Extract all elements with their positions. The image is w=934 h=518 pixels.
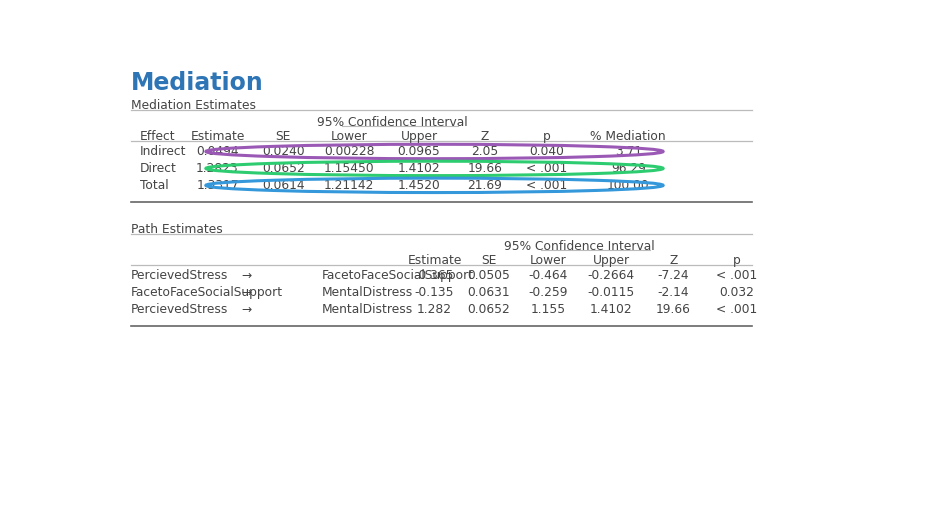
Text: Upper: Upper — [593, 254, 630, 267]
Text: FacetoFaceSocialSupport: FacetoFaceSocialSupport — [322, 269, 474, 282]
Text: -7.24: -7.24 — [658, 269, 689, 282]
Text: PercievedStress: PercievedStress — [131, 269, 228, 282]
Text: Indirect: Indirect — [140, 145, 187, 158]
Text: -0.0115: -0.0115 — [587, 286, 635, 299]
Text: 1.3317: 1.3317 — [196, 179, 239, 192]
Text: 0.0505: 0.0505 — [467, 269, 510, 282]
Text: 1.4102: 1.4102 — [398, 162, 440, 175]
Text: -2.14: -2.14 — [658, 286, 689, 299]
Text: Lower: Lower — [331, 130, 368, 143]
Text: 1.15450: 1.15450 — [324, 162, 375, 175]
Text: 100.00: 100.00 — [607, 179, 649, 192]
Text: SE: SE — [276, 130, 291, 143]
Text: < .001: < .001 — [526, 179, 568, 192]
Text: < .001: < .001 — [526, 162, 568, 175]
Text: 0.0631: 0.0631 — [467, 286, 510, 299]
Text: SE: SE — [481, 254, 497, 267]
Text: 3.71: 3.71 — [615, 145, 642, 158]
Text: PercievedStress: PercievedStress — [131, 303, 228, 316]
Text: Z: Z — [481, 130, 489, 143]
Text: Upper: Upper — [401, 130, 437, 143]
Text: Effect: Effect — [140, 130, 176, 143]
Text: Total: Total — [140, 179, 169, 192]
Text: 2.05: 2.05 — [472, 145, 499, 158]
Text: 1.282: 1.282 — [417, 303, 452, 316]
Text: -0.365: -0.365 — [415, 269, 454, 282]
Text: 1.4520: 1.4520 — [398, 179, 440, 192]
Text: 19.66: 19.66 — [656, 303, 690, 316]
Text: -0.135: -0.135 — [415, 286, 454, 299]
Text: -0.464: -0.464 — [529, 269, 568, 282]
Text: FacetoFaceSocialSupport: FacetoFaceSocialSupport — [131, 286, 283, 299]
Text: Path Estimates: Path Estimates — [131, 223, 222, 236]
Text: Estimate: Estimate — [407, 254, 461, 267]
Text: 0.0965: 0.0965 — [398, 145, 440, 158]
Text: 1.21142: 1.21142 — [324, 179, 375, 192]
Text: -0.259: -0.259 — [529, 286, 568, 299]
Text: p: p — [733, 254, 741, 267]
Text: 95% Confidence Interval: 95% Confidence Interval — [317, 116, 467, 129]
Text: p: p — [543, 130, 551, 143]
Text: 1.155: 1.155 — [531, 303, 566, 316]
Text: -0.2664: -0.2664 — [587, 269, 635, 282]
Text: 0.0614: 0.0614 — [262, 179, 304, 192]
Text: MentalDistress: MentalDistress — [322, 303, 414, 316]
Text: 0.032: 0.032 — [719, 286, 754, 299]
Text: 0.0652: 0.0652 — [262, 162, 304, 175]
Text: 1.4102: 1.4102 — [590, 303, 632, 316]
Text: < .001: < .001 — [716, 269, 757, 282]
Text: Mediation Estimates: Mediation Estimates — [131, 99, 256, 112]
Text: →: → — [242, 269, 252, 282]
Text: 1.2823: 1.2823 — [196, 162, 239, 175]
Text: 0.00228: 0.00228 — [324, 145, 375, 158]
Text: 19.66: 19.66 — [467, 162, 502, 175]
Text: →: → — [242, 303, 252, 316]
Text: 0.0494: 0.0494 — [196, 145, 239, 158]
Text: < .001: < .001 — [716, 303, 757, 316]
Text: Estimate: Estimate — [191, 130, 245, 143]
Text: →: → — [242, 286, 252, 299]
Text: 0.0652: 0.0652 — [467, 303, 510, 316]
Text: % Mediation: % Mediation — [590, 130, 666, 143]
Text: 95% Confidence Interval: 95% Confidence Interval — [504, 240, 655, 253]
Text: Lower: Lower — [531, 254, 567, 267]
Text: MentalDistress: MentalDistress — [322, 286, 414, 299]
Text: Direct: Direct — [140, 162, 177, 175]
Text: Z: Z — [669, 254, 677, 267]
Text: 0.040: 0.040 — [530, 145, 564, 158]
Text: Mediation: Mediation — [131, 71, 263, 95]
Text: 0.0240: 0.0240 — [262, 145, 304, 158]
Text: 21.69: 21.69 — [467, 179, 502, 192]
Text: 96.29: 96.29 — [611, 162, 645, 175]
